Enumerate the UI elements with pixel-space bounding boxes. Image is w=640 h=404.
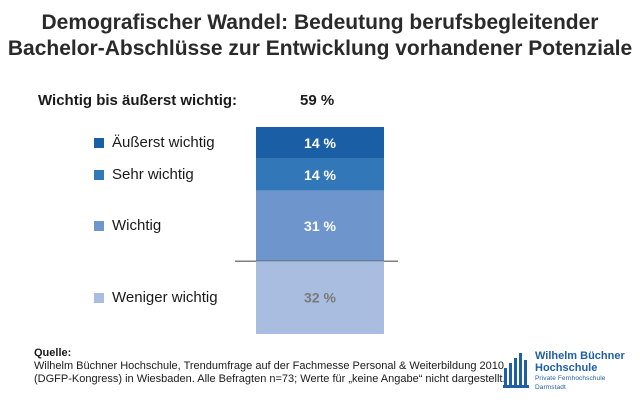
legend-item-2: Sehr wichtig [94, 166, 194, 184]
legend-swatch-3 [94, 220, 104, 231]
summary-value: 59 % [300, 92, 335, 109]
legend-label-4: Weniger wichtig [112, 289, 218, 307]
bar-segment-3 [256, 190, 384, 262]
legend-item-1: Äußerst wichtig [94, 134, 215, 152]
bar-value-label-3: 31 % [304, 218, 336, 234]
legend-swatch-2 [94, 169, 104, 180]
university-logo: Wilhelm Büchner Hochschule Private Fernh… [503, 350, 633, 391]
source-heading: Quelle: [34, 347, 72, 359]
legend-item-3: Wichtig [94, 217, 161, 235]
summary-label: Wichtig bis äußerst wichtig: [38, 92, 238, 109]
bar-value-label-1: 14 % [304, 135, 336, 151]
logo-text-line-2: Hochschule [535, 362, 598, 374]
bar-value-label-2: 14 % [304, 167, 336, 183]
chart-title-line-1: Demografischer Wandel: Bedeutung berufsb… [41, 11, 599, 34]
legend-swatch-1 [94, 137, 104, 148]
source-note: Quelle: Wilhelm Büchner Hochschule, Tren… [34, 347, 506, 386]
building-logo-icon [503, 353, 529, 388]
legend-swatch-4 [94, 292, 104, 303]
legend-item-4: Weniger wichtig [94, 289, 218, 307]
chart-title: Demografischer Wandel: Bedeutung berufsb… [0, 10, 640, 62]
source-line-1: Wilhelm Büchner Hochschule, Trendumfrage… [34, 360, 504, 372]
bar-value-label-4: 32 % [304, 290, 336, 306]
bar-segment-4 [256, 261, 384, 334]
logo-text-line-1: Wilhelm Büchner [535, 350, 625, 362]
bar-segment-1 [256, 127, 384, 159]
logo-text-line-3: Private Fernhochschule Darmstadt [535, 375, 606, 391]
legend-label-3: Wichtig [112, 217, 162, 235]
legend-label-1: Äußerst wichtig [112, 134, 215, 152]
legend-label-2: Sehr wichtig [112, 166, 194, 184]
bar-segment-2 [256, 158, 384, 191]
chart-title-line-2: Bachelor-Abschlüsse zur Entwicklung vorh… [7, 37, 633, 60]
source-line-2: (DGFP-Kongress) in Wiesbaden. Alle Befra… [34, 373, 506, 385]
